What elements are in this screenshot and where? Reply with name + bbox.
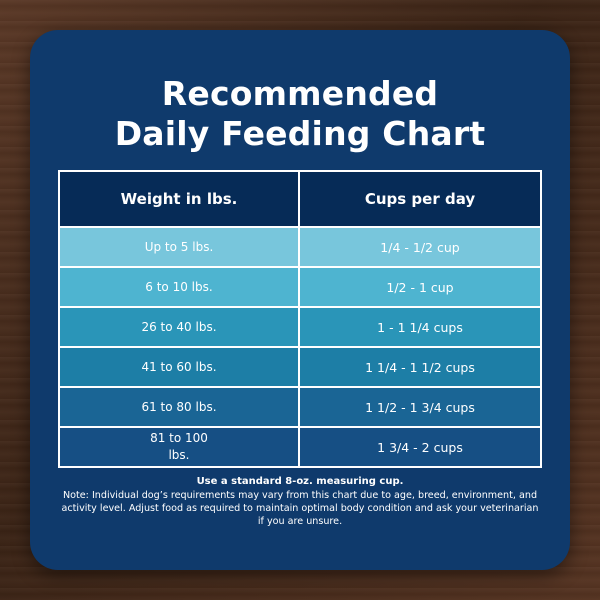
weight-cell: 61 to 80 lbs. bbox=[60, 388, 300, 426]
disclaimer-note: Note: Individual dog’s requirements may … bbox=[61, 490, 539, 527]
header-cups: Cups per day bbox=[364, 190, 476, 208]
table-row: 6 to 10 lbs. 1/2 - 1 cup bbox=[60, 268, 540, 308]
cups-cell: 1 1/4 - 1 1/2 cups bbox=[365, 359, 475, 375]
weight-cell: 6 to 10 lbs. bbox=[60, 268, 300, 306]
title-line-1: Recommended bbox=[161, 74, 439, 113]
table-header-row: Weight in lbs. Cups per day bbox=[60, 172, 540, 228]
weight-cell: 81 to 100 lbs. bbox=[60, 428, 300, 466]
weight-cell: Up to 5 lbs. bbox=[60, 228, 300, 266]
weight-cell-line-1: 81 to 100 bbox=[150, 431, 208, 445]
table-row: Up to 5 lbs. 1/4 - 1/2 cup bbox=[60, 228, 540, 268]
header-weight: Weight in lbs. bbox=[60, 172, 300, 226]
weight-cell: 26 to 40 lbs. bbox=[60, 308, 300, 346]
table-row: 41 to 60 lbs. 1 1/4 - 1 1/2 cups bbox=[60, 348, 540, 388]
cups-cell: 1/4 - 1/2 cup bbox=[380, 239, 460, 255]
table-row: 81 to 100 lbs. 1 3/4 - 2 cups bbox=[60, 428, 540, 466]
table-row: 61 to 80 lbs. 1 1/2 - 1 3/4 cups bbox=[60, 388, 540, 428]
weight-cell: 41 to 60 lbs. bbox=[60, 348, 300, 386]
cups-cell: 1 - 1 1/4 cups bbox=[377, 319, 463, 335]
feeding-chart-card: Recommended Daily Feeding Chart Weight i… bbox=[30, 30, 570, 570]
measuring-cup-note: Use a standard 8-oz. measuring cup. bbox=[196, 476, 404, 487]
table-row: 26 to 40 lbs. 1 - 1 1/4 cups bbox=[60, 308, 540, 348]
feeding-table: Weight in lbs. Cups per day Up to 5 lbs.… bbox=[58, 170, 542, 468]
title-line-2: Daily Feeding Chart bbox=[114, 114, 486, 153]
cups-cell: 1 3/4 - 2 cups bbox=[377, 439, 463, 455]
cups-cell: 1/2 - 1 cup bbox=[386, 279, 454, 295]
cups-cell: 1 1/2 - 1 3/4 cups bbox=[365, 399, 475, 415]
weight-cell-line-2: lbs. bbox=[168, 448, 190, 462]
